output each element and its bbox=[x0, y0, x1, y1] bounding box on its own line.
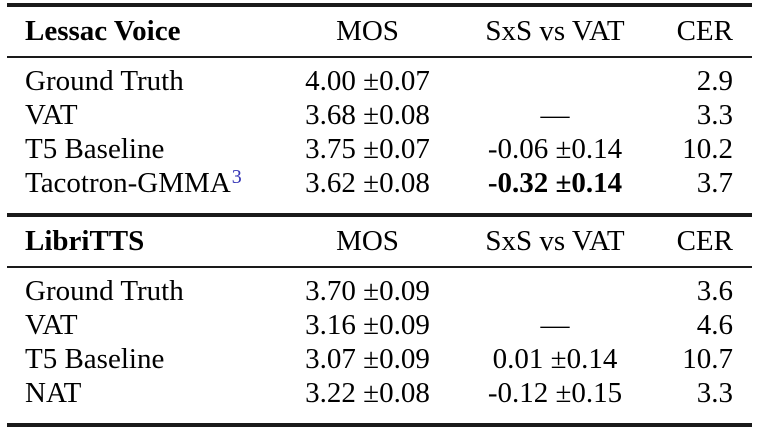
column-header-cer: CER bbox=[676, 15, 733, 47]
cell-mos: 3.75 ±0.07 bbox=[305, 132, 430, 165]
cell-model: VAT bbox=[25, 98, 78, 131]
cell-mos: 3.07 ±0.09 bbox=[305, 342, 430, 375]
cell-model: T5 Baseline bbox=[25, 342, 165, 375]
cell-mos: 3.62 ±0.08 bbox=[305, 166, 430, 199]
cell-cer: 2.9 bbox=[696, 64, 733, 97]
cell-sxs: -0.06 ±0.14 bbox=[487, 132, 623, 165]
column-header-cer: CER bbox=[676, 225, 733, 257]
section-title-libritts: LibriTTS bbox=[25, 225, 145, 257]
cell-sxs-best: -0.32 ±0.14 bbox=[487, 166, 623, 199]
section-header-row-lessac: Lessac Voice MOS SxS vs VAT CER bbox=[7, 7, 752, 56]
section-title-lessac-voice: Lessac Voice bbox=[25, 15, 181, 47]
table-row: Ground Truth 4.00 ±0.07 2.9 bbox=[7, 64, 752, 98]
column-header-sxs-vs-vat: SxS vs VAT bbox=[485, 15, 625, 47]
cell-cer: 3.3 bbox=[696, 376, 733, 409]
cell-cer: 10.7 bbox=[682, 342, 733, 375]
table-header-rule bbox=[7, 56, 752, 58]
footnote-link-3[interactable]: 3 bbox=[231, 165, 242, 188]
cell-model: NAT bbox=[25, 376, 82, 409]
cell-cer: 3.3 bbox=[696, 98, 733, 131]
cell-mos: 3.22 ±0.08 bbox=[305, 376, 430, 409]
cell-cer: 10.2 bbox=[682, 132, 733, 165]
cell-mos: 3.16 ±0.09 bbox=[305, 308, 430, 341]
table-top-rule bbox=[7, 3, 752, 7]
section-body-lessac: Ground Truth 4.00 ±0.07 2.9 VAT 3.68 ±0.… bbox=[7, 58, 752, 213]
cell-sxs: 0.01 ±0.14 bbox=[492, 342, 618, 375]
table-section-rule bbox=[7, 213, 752, 217]
table-bottom-rule bbox=[7, 423, 752, 427]
table-row: NAT 3.22 ±0.08 -0.12 ±0.15 3.3 bbox=[7, 376, 752, 410]
table-row: Ground Truth 3.70 ±0.09 3.6 bbox=[7, 274, 752, 308]
column-header-mos: MOS bbox=[336, 15, 399, 47]
table-row: T5 Baseline 3.07 ±0.09 0.01 ±0.14 10.7 bbox=[7, 342, 752, 376]
table-row: Tacotron-GMMA3 3.62 ±0.08 -0.32 ±0.14 3.… bbox=[7, 166, 752, 200]
column-header-mos: MOS bbox=[336, 225, 399, 257]
cell-model-tacotron-gmma: Tacotron-GMMA3 bbox=[7, 165, 295, 199]
table-row: VAT 3.16 ±0.09 — 4.6 bbox=[7, 308, 752, 342]
cell-cer: 3.7 bbox=[696, 166, 733, 199]
table-row: T5 Baseline 3.75 ±0.07 -0.06 ±0.14 10.2 bbox=[7, 132, 752, 166]
cell-sxs: -0.12 ±0.15 bbox=[487, 376, 623, 409]
table-row: VAT 3.68 ±0.08 — 3.3 bbox=[7, 98, 752, 132]
section-body-libritts: Ground Truth 3.70 ±0.09 3.6 VAT 3.16 ±0.… bbox=[7, 268, 752, 423]
cell-model: T5 Baseline bbox=[25, 132, 165, 165]
column-header-sxs-vs-vat: SxS vs VAT bbox=[485, 225, 625, 257]
table-header-rule bbox=[7, 266, 752, 268]
model-label: Tacotron-GMMA bbox=[25, 166, 231, 199]
cell-mos: 3.70 ±0.09 bbox=[305, 274, 430, 307]
cell-mos: 3.68 ±0.08 bbox=[305, 98, 430, 131]
cell-sxs-dash: — bbox=[540, 308, 570, 341]
cell-cer: 4.6 bbox=[696, 308, 733, 341]
cell-mos: 4.00 ±0.07 bbox=[305, 64, 430, 97]
cell-model: Ground Truth bbox=[25, 274, 184, 307]
cell-model: VAT bbox=[25, 308, 78, 341]
section-header-row-libritts: LibriTTS MOS SxS vs VAT CER bbox=[7, 217, 752, 266]
results-table: Lessac Voice MOS SxS vs VAT CER Ground T… bbox=[7, 3, 752, 427]
cell-sxs-dash: — bbox=[540, 98, 570, 131]
cell-model: Ground Truth bbox=[25, 64, 184, 97]
cell-cer: 3.6 bbox=[696, 274, 733, 307]
